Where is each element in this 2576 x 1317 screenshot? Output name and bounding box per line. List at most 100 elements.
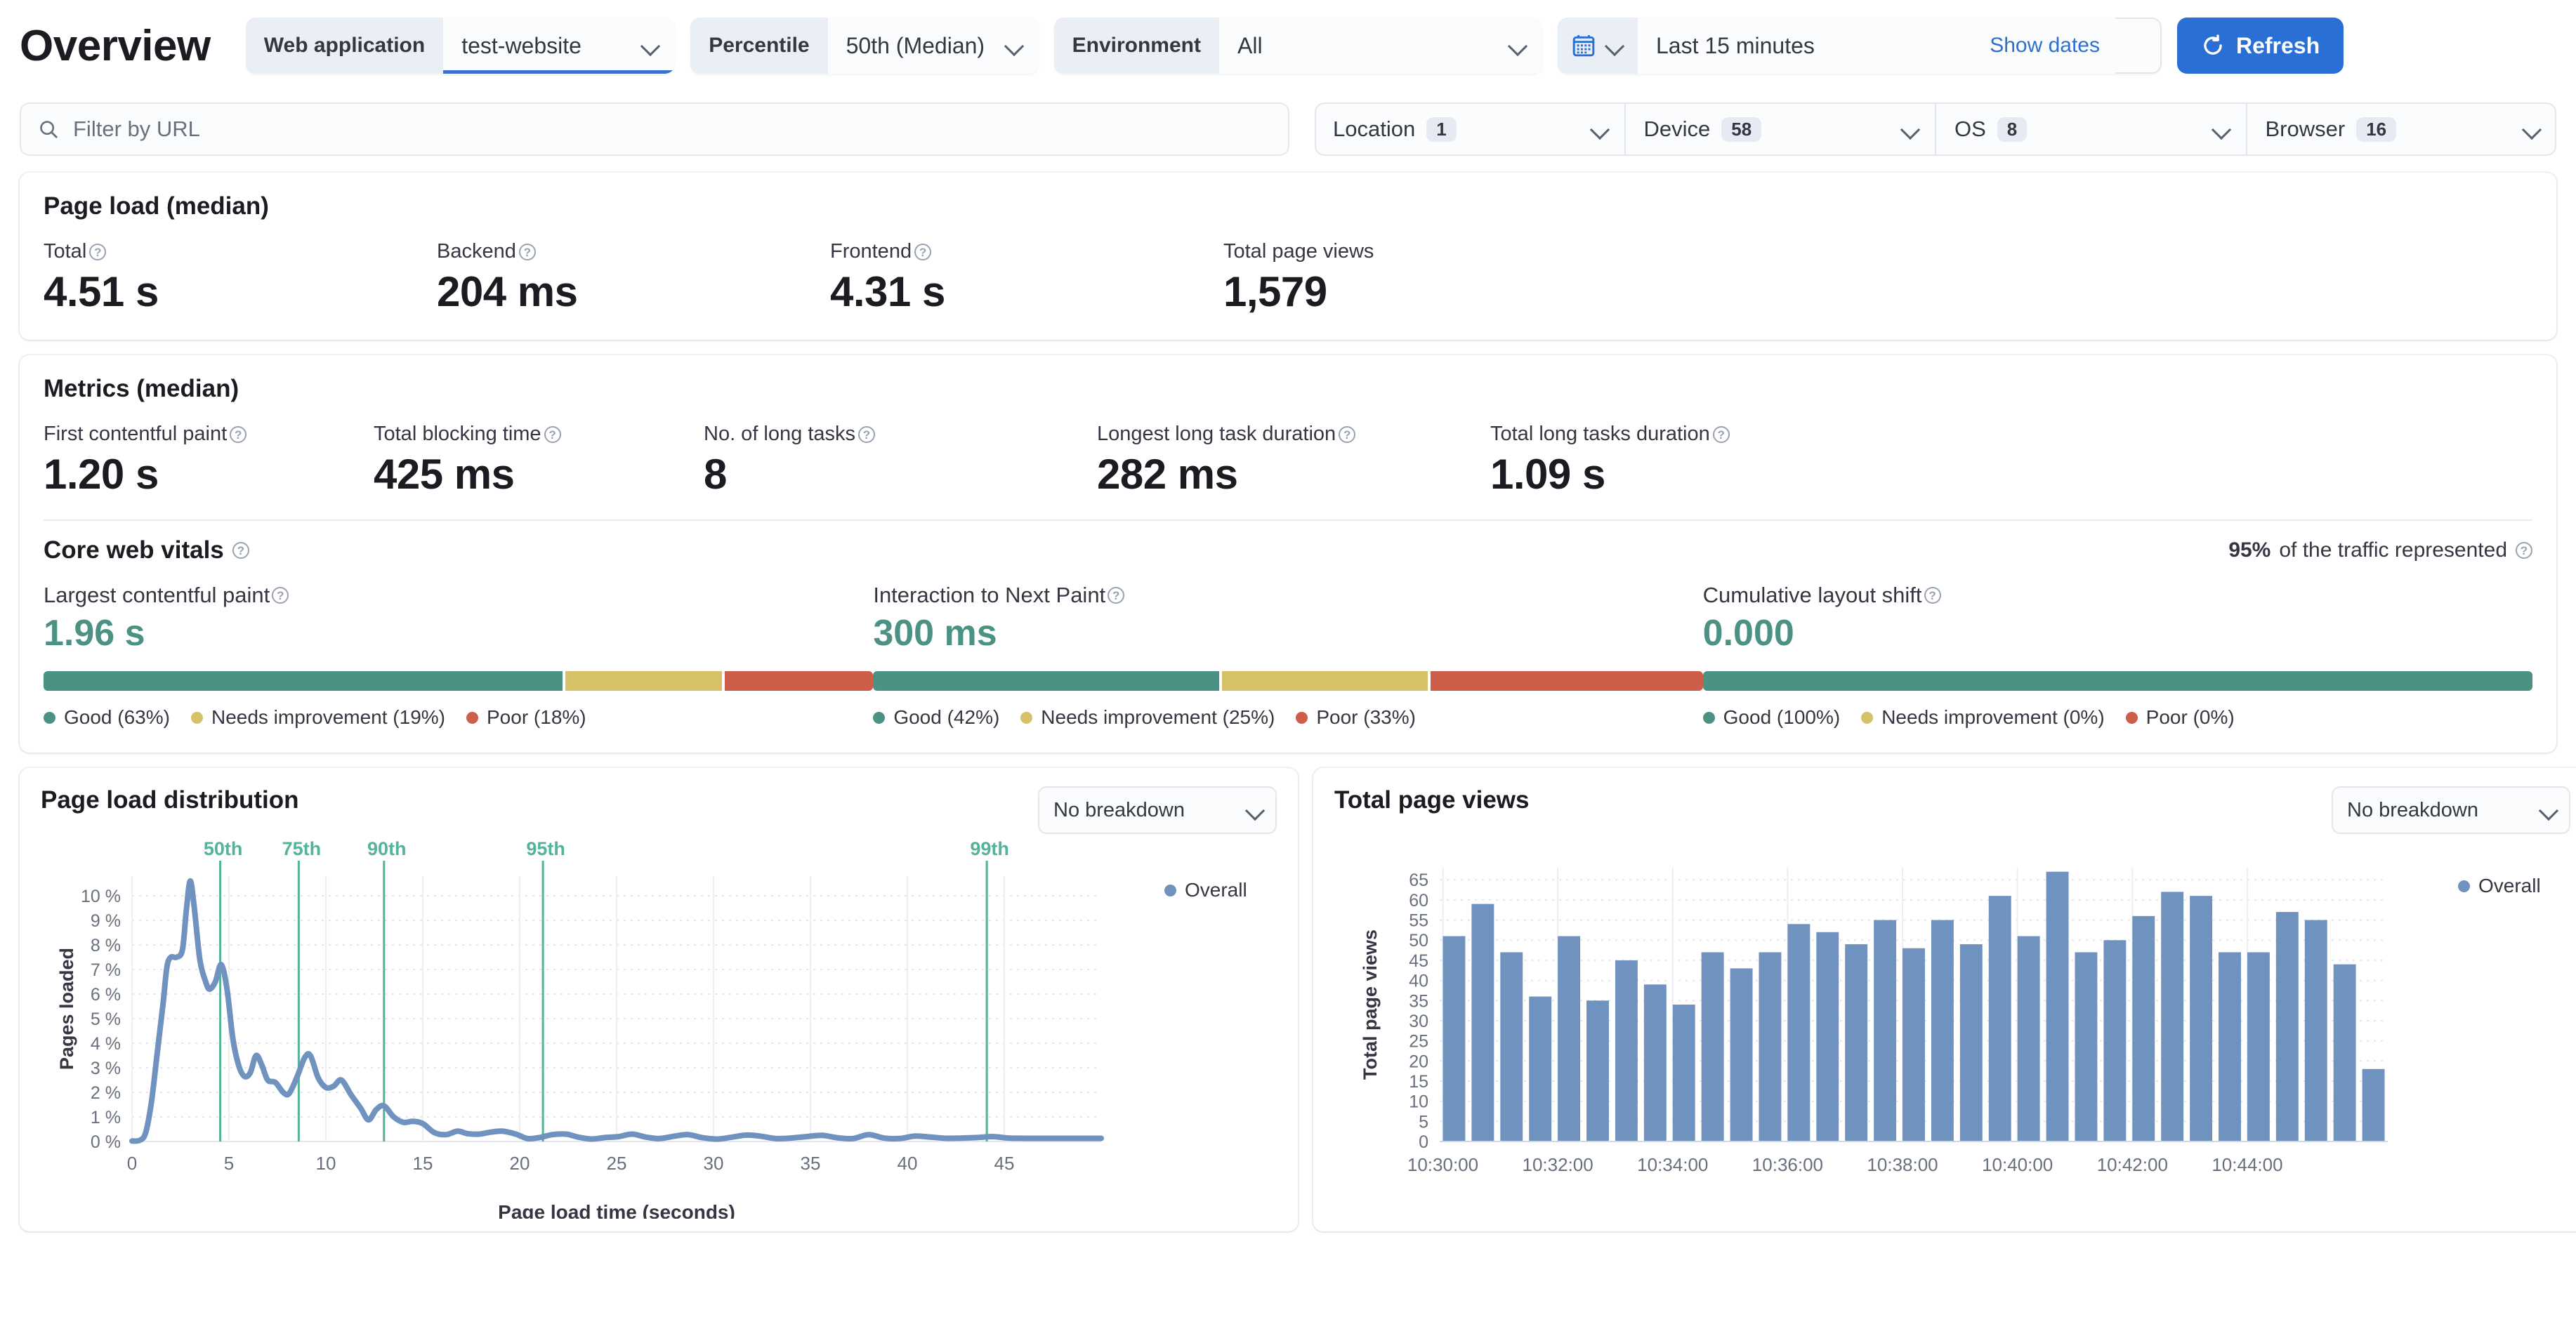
bar: [1643, 984, 1667, 1141]
environment-value-field[interactable]: All: [1218, 18, 1542, 74]
stat-total-tasks-label: Total long tasks duration: [1490, 423, 1710, 445]
svg-text:90th: 90th: [367, 840, 407, 859]
info-icon[interactable]: ?: [89, 243, 107, 260]
facet-location-label: Location: [1333, 117, 1416, 141]
stat-total-long-tasks-duration: Total long tasks duration? 1.09 s: [1490, 423, 1730, 498]
metrics-panel: Metrics (median) First contentful paint?…: [20, 355, 2556, 753]
svg-text:35: 35: [1409, 991, 1428, 1011]
bar: [2075, 952, 2098, 1141]
svg-text:10:30:00: 10:30:00: [1407, 1154, 1478, 1175]
poor-dot-icon: [466, 711, 478, 724]
cwv-inp-legend-poor: Poor (33%): [1316, 706, 1416, 728]
svg-text:45: 45: [1409, 951, 1428, 971]
percentile-selector[interactable]: Percentile 50th (Median): [690, 18, 1039, 74]
total-page-views-chart[interactable]: 0 5 10 15 20 25 30 35 40 45 50 55 60 65 10:30:00 10:32:…: [1334, 840, 2570, 1219]
facet-device[interactable]: Device 58: [1626, 102, 1936, 156]
cwv-lcp-legend-poor: Poor (18%): [487, 706, 586, 728]
svg-text:10 %: 10 %: [81, 887, 121, 906]
page-load-breakdown-select[interactable]: No breakdown: [1038, 786, 1277, 834]
info-icon[interactable]: ?: [1108, 587, 1125, 604]
stat-total-value: 4.51 s: [44, 268, 159, 315]
info-icon[interactable]: ?: [544, 425, 561, 443]
stat-fcp-value: 1.20 s: [44, 451, 159, 498]
cwv-interaction-to-next-paint: Interaction to Next Paint ? 300 ms Good …: [873, 583, 1703, 729]
info-icon[interactable]: ?: [518, 243, 536, 260]
info-icon[interactable]: ?: [272, 587, 289, 604]
svg-text:65: 65: [1409, 871, 1428, 890]
url-filter-search[interactable]: Filter by URL: [20, 102, 1289, 156]
svg-text:10:34:00: 10:34:00: [1637, 1154, 1708, 1175]
calendar-quick-select-button[interactable]: [1557, 18, 1638, 74]
facet-filters: Location 1 Device 58 OS 8 Browser 16: [1315, 102, 2556, 156]
svg-text:55: 55: [1409, 911, 1428, 931]
metrics-title: Metrics (median): [44, 375, 239, 402]
svg-text:6 %: 6 %: [91, 985, 121, 1005]
svg-text:95th: 95th: [526, 840, 565, 859]
percentile-value-field[interactable]: 50th (Median): [827, 18, 1039, 74]
info-icon[interactable]: ?: [2516, 542, 2532, 559]
info-icon[interactable]: ?: [230, 425, 247, 443]
cwv-inp-legend: Good (42%) Needs improvement (25%) Poor …: [873, 706, 1702, 729]
info-icon[interactable]: ?: [1924, 587, 1941, 604]
cwv-lcp-legend-ni: Needs improvement (19%): [211, 706, 445, 728]
cwv-inp-legend-good: Good (42%): [893, 706, 1000, 728]
page-load-distribution-chart[interactable]: 0 % 1 % 2 % 3 % 4 % 5 % 6 % 7 % 8 % 9 % 10 % 0 5 10 15…: [41, 840, 1277, 1219]
cwv-cls-good-segment: [1702, 671, 2532, 691]
stat-total: Total? 4.51 s: [44, 240, 437, 316]
bar: [2362, 1068, 2385, 1141]
facet-browser[interactable]: Browser 16: [2247, 102, 2557, 156]
info-icon[interactable]: ?: [858, 425, 875, 443]
cwv-cls-label: Cumulative layout shift: [1702, 583, 1922, 607]
web-application-value-field[interactable]: test-website: [443, 18, 676, 74]
calendar-icon: [1572, 35, 1595, 57]
date-range-value-field[interactable]: Last 15 minutes Show dates: [1637, 18, 2115, 74]
web-application-selector[interactable]: Web application test-website: [245, 18, 676, 74]
svg-text:75th: 75th: [282, 840, 322, 859]
bar: [1615, 960, 1638, 1141]
cwv-lcp-legend: Good (63%) Needs improvement (19%) Poor …: [44, 706, 873, 729]
svg-text:25: 25: [1409, 1032, 1428, 1052]
cwv-inp-good-segment: [873, 671, 1220, 691]
svg-text:0: 0: [1419, 1132, 1428, 1152]
svg-text:20: 20: [510, 1153, 530, 1174]
svg-text:35: 35: [801, 1153, 821, 1174]
cwv-cls-value: 0.000: [1702, 613, 1794, 654]
refresh-button[interactable]: Refresh: [2176, 18, 2344, 74]
date-range-value: Last 15 minutes: [1655, 32, 1815, 58]
info-icon[interactable]: ?: [1339, 425, 1356, 443]
facet-device-label: Device: [1643, 117, 1711, 141]
info-icon[interactable]: ?: [1712, 425, 1730, 443]
bar: [1701, 952, 1724, 1141]
distribution-svg: 0 % 1 % 2 % 3 % 4 % 5 % 6 % 7 % 8 % 9 % 10 % 0 5 10 15…: [56, 840, 1104, 1219]
bar: [2103, 940, 2127, 1141]
page-load-title: Page load (median): [44, 192, 269, 220]
bar: [1988, 896, 2011, 1141]
info-icon[interactable]: ?: [232, 542, 249, 559]
poor-dot-icon: [2125, 711, 2138, 724]
stat-backend-value: 204 ms: [437, 268, 578, 315]
environment-selector[interactable]: Environment All: [1053, 18, 1542, 74]
metrics-stats: First contentful paint? 1.20 s Total blo…: [44, 423, 2532, 498]
date-range-picker[interactable]: Last 15 minutes Show dates: [1557, 18, 2162, 74]
bar: [1443, 936, 1466, 1141]
bar: [1787, 924, 1811, 1141]
info-icon[interactable]: ?: [914, 243, 932, 260]
svg-text:45: 45: [994, 1153, 1015, 1174]
needs-improvement-dot-icon: [1020, 711, 1033, 724]
page-views-breakdown-select[interactable]: No breakdown: [2332, 786, 2570, 834]
stat-total-label: Total: [44, 240, 87, 263]
facet-os[interactable]: OS 8: [1936, 102, 2247, 156]
show-dates-link[interactable]: Show dates: [1990, 34, 2100, 57]
bar: [1471, 904, 1494, 1141]
traffic-percent: 95%: [2228, 538, 2271, 562]
facet-location[interactable]: Location 1: [1315, 102, 1626, 156]
good-dot-icon: [873, 711, 886, 724]
cwv-inp-bar: [873, 671, 1703, 691]
bar: [1845, 944, 1868, 1141]
page-views-breakdown-value: No breakdown: [2347, 798, 2478, 821]
svg-text:8 %: 8 %: [91, 936, 121, 955]
bar: [2017, 936, 2040, 1141]
page-load-panel: Page load (median) Total? 4.51 s Backend…: [20, 173, 2556, 340]
stat-fcp-label: First contentful paint: [44, 423, 228, 445]
bar: [2046, 871, 2069, 1141]
